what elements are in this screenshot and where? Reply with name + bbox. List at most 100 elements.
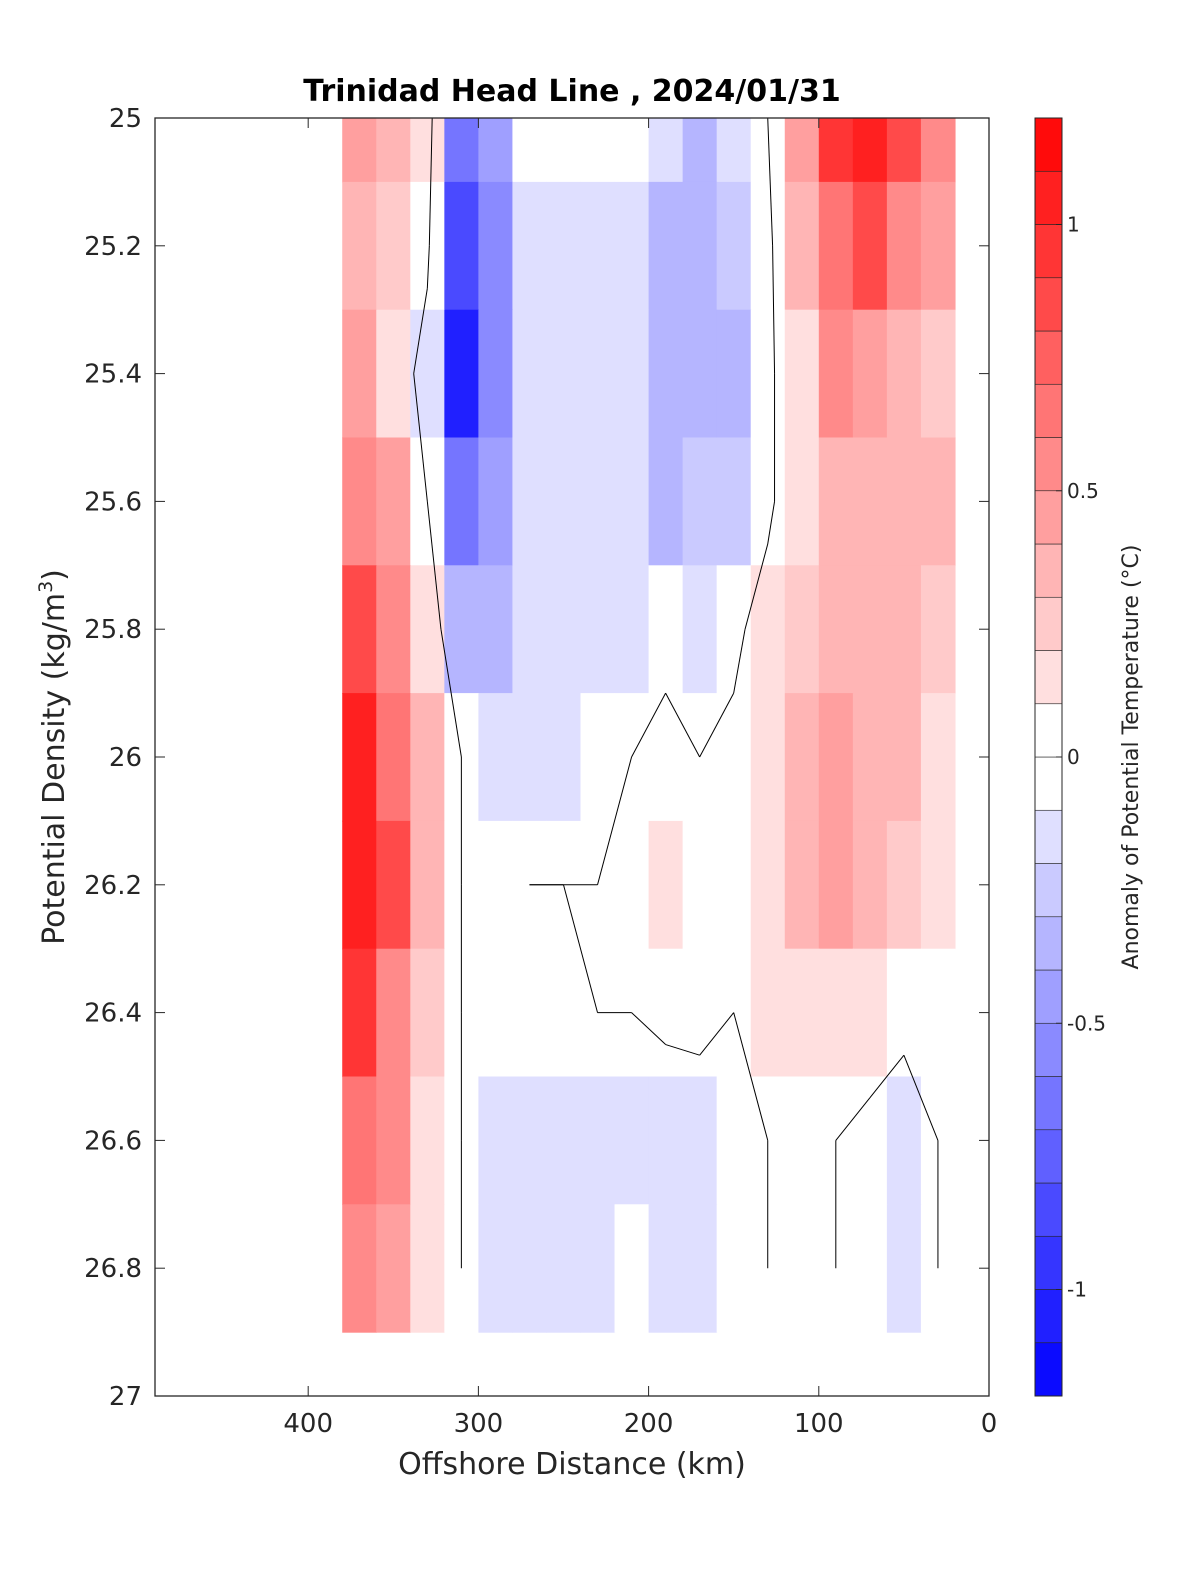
heat-cell bbox=[852, 820, 888, 950]
y-tick-label: 26.6 bbox=[84, 1126, 142, 1156]
heat-cell bbox=[682, 1076, 718, 1205]
contour-segment bbox=[440, 629, 462, 758]
heat-cell bbox=[512, 1076, 548, 1205]
heat-cell bbox=[410, 565, 445, 694]
contour-segment bbox=[665, 692, 701, 758]
colorbar-swatch bbox=[1034, 703, 1063, 758]
heat-cell bbox=[682, 565, 718, 694]
heat-cell bbox=[818, 693, 854, 822]
heat-cell bbox=[478, 309, 514, 439]
heat-cell bbox=[478, 118, 514, 183]
heat-cell bbox=[886, 118, 922, 183]
heat-cell bbox=[410, 693, 445, 822]
heat-cell bbox=[852, 118, 888, 183]
colorbar-swatch bbox=[1034, 916, 1063, 971]
colorbar-tick-label: 1 bbox=[1067, 213, 1080, 237]
heat-cell bbox=[342, 181, 377, 311]
contour-segment bbox=[767, 118, 774, 246]
heat-cell bbox=[886, 948, 922, 1078]
heat-cell bbox=[852, 1204, 888, 1333]
colorbar-swatch bbox=[1034, 596, 1063, 651]
heat-cell bbox=[716, 1204, 752, 1333]
heat-cell bbox=[886, 309, 922, 439]
y-tick-label: 26 bbox=[109, 743, 142, 773]
heat-cell bbox=[376, 1076, 411, 1205]
heat-cell bbox=[512, 948, 548, 1078]
colorbar-swatch bbox=[1034, 1129, 1063, 1184]
heat-cell bbox=[512, 1204, 548, 1333]
heat-cell bbox=[886, 181, 922, 311]
heat-cell bbox=[886, 565, 922, 694]
heat-cell bbox=[750, 565, 786, 694]
heat-cell bbox=[716, 820, 752, 950]
heat-cell bbox=[512, 181, 548, 311]
colorbar-swatches bbox=[1034, 117, 1063, 1397]
colorbar-swatch bbox=[1034, 650, 1063, 705]
y-tick-label: 25.2 bbox=[84, 232, 142, 262]
heat-cell bbox=[410, 1204, 445, 1333]
heat-cell bbox=[580, 565, 616, 694]
heat-cell bbox=[784, 1204, 820, 1333]
heat-cell bbox=[376, 820, 411, 950]
y-tick-label: 25.8 bbox=[84, 615, 142, 645]
y-tick-label: 25.6 bbox=[84, 487, 142, 517]
heat-cell bbox=[852, 565, 888, 694]
heat-cell bbox=[444, 181, 479, 311]
contour-segment bbox=[767, 501, 776, 545]
heat-cell bbox=[818, 437, 854, 566]
colorbar-swatch bbox=[1034, 969, 1063, 1024]
heat-cell bbox=[682, 948, 718, 1078]
heat-cell bbox=[614, 309, 650, 439]
heat-cell bbox=[648, 1204, 684, 1333]
contour-segment bbox=[699, 692, 735, 758]
heat-cell bbox=[580, 118, 616, 183]
heat-cell bbox=[852, 437, 888, 566]
heat-cell bbox=[818, 820, 854, 950]
heat-cell bbox=[682, 1204, 718, 1333]
anomaly-field bbox=[342, 118, 956, 1333]
y-tick-label: 27 bbox=[109, 1382, 142, 1412]
heat-cell bbox=[376, 1204, 411, 1333]
heat-cell bbox=[920, 948, 956, 1078]
heat-cell bbox=[546, 693, 582, 822]
heat-cell bbox=[546, 437, 582, 566]
heat-cell bbox=[716, 437, 752, 566]
x-axis-label: Offshore Distance (km) bbox=[398, 1447, 746, 1482]
contour-segment bbox=[426, 245, 430, 289]
heat-cell bbox=[546, 118, 582, 183]
heat-cell bbox=[546, 1076, 582, 1205]
y-axis-label-superscript: 3 bbox=[35, 581, 57, 593]
heat-cell bbox=[818, 181, 854, 311]
heat-cell bbox=[376, 693, 411, 822]
y-tick-label: 26.2 bbox=[84, 871, 142, 901]
colorbar-swatch bbox=[1034, 437, 1063, 492]
heat-cell bbox=[376, 118, 411, 183]
heat-cell bbox=[920, 118, 956, 183]
x-axis: 400 300 200 100 0 bbox=[283, 118, 997, 1439]
heat-cell bbox=[648, 1076, 684, 1205]
heat-cell bbox=[886, 437, 922, 566]
contour-segment bbox=[597, 756, 633, 885]
heat-cell bbox=[376, 437, 411, 566]
heat-cell bbox=[852, 693, 888, 822]
heat-cell bbox=[818, 948, 854, 1078]
heat-cell bbox=[682, 820, 718, 950]
heat-cell bbox=[614, 181, 650, 311]
heat-cell bbox=[920, 309, 956, 439]
heat-cell bbox=[342, 1076, 377, 1205]
heat-cell bbox=[512, 693, 548, 822]
heat-cell bbox=[920, 181, 956, 311]
heat-cell bbox=[682, 309, 718, 439]
colorbar-tick-label: -1 bbox=[1067, 1278, 1087, 1302]
heat-cell bbox=[648, 565, 684, 694]
heat-cell bbox=[716, 565, 752, 694]
colorbar-swatch bbox=[1034, 1289, 1063, 1344]
heat-cell bbox=[410, 181, 445, 311]
y-tick-label: 25.4 bbox=[84, 360, 142, 390]
heat-cell bbox=[886, 693, 922, 822]
y-axis: 25 25.2 25.4 25.6 25.8 26 26.2 26.4 26.6 26.8 27 bbox=[84, 104, 989, 1412]
colorbar-swatch bbox=[1034, 809, 1063, 864]
colorbar-swatch bbox=[1034, 224, 1063, 279]
heat-cell bbox=[376, 948, 411, 1078]
heat-cell bbox=[750, 437, 786, 566]
